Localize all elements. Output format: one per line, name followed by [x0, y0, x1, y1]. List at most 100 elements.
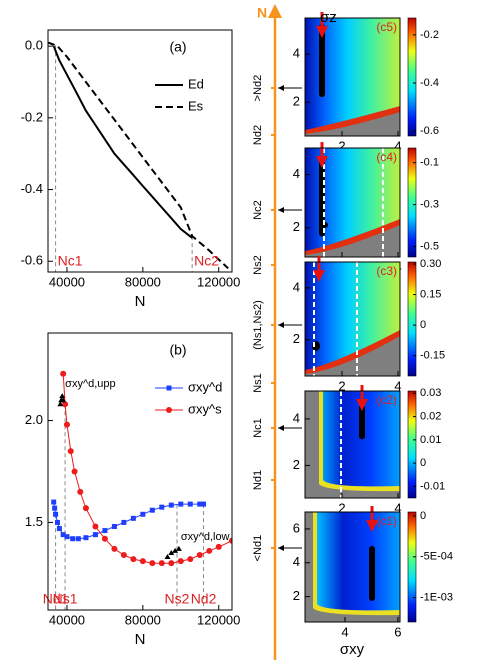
arrow-head [366, 520, 378, 532]
arrow-head [316, 26, 328, 38]
colorbar [407, 147, 417, 258]
y-tick-label: 4 [293, 554, 300, 569]
triangle-point [57, 401, 64, 407]
colorbar-label: 0.01 [420, 434, 441, 446]
panel-label: (c5) [376, 20, 397, 34]
field [305, 262, 400, 376]
n-axis-mark: >Nd2 [252, 75, 264, 102]
y-tick-label: 4 [293, 46, 300, 61]
field [305, 148, 400, 257]
y-tick-label: 4 [293, 166, 300, 181]
point [168, 560, 175, 567]
point [187, 501, 193, 507]
gray-region [305, 336, 400, 376]
colorbar-label: 0 [420, 510, 426, 522]
point [149, 560, 156, 567]
y-tick-label: 2 [293, 457, 300, 472]
colorbar-label: 0 [420, 457, 426, 469]
point [120, 552, 127, 559]
colorbar-label: -5E-04 [420, 551, 453, 563]
triangle-point [175, 545, 182, 551]
n-axis-mark: Nc1 [252, 418, 264, 438]
marker-label: Ns2 [165, 591, 190, 607]
series-line [62, 373, 232, 564]
point [77, 488, 84, 495]
panel-label: (b) [169, 342, 186, 358]
y-axis-label: σz [320, 9, 337, 26]
series-line [52, 45, 193, 239]
y-tick-label: 2 [293, 94, 300, 109]
pointer-head [278, 322, 284, 328]
colorbar-label: 0.02 [420, 410, 441, 422]
point [121, 519, 127, 525]
x-tick-label: 6 [394, 624, 401, 639]
legend-label: Es [188, 98, 204, 113]
n-axis-mark: <Nd1 [252, 535, 264, 562]
point [62, 401, 69, 408]
colorbar-label: -0.15 [420, 350, 445, 362]
triangle-point [168, 549, 175, 555]
point [139, 558, 146, 565]
arrow-head [316, 156, 328, 168]
point [158, 560, 165, 567]
black-bar [319, 24, 325, 98]
arrow-head [313, 270, 325, 282]
colorbar-label: -1E-03 [420, 591, 453, 603]
pointer-head [278, 207, 284, 213]
point [60, 370, 67, 377]
panel-label: (c3) [376, 264, 397, 278]
point [53, 511, 59, 517]
x-tick-label: 120000 [197, 274, 240, 289]
frame [304, 390, 401, 499]
point [75, 536, 81, 542]
black-bar [369, 546, 375, 601]
x-axis-label: σxy [340, 641, 365, 658]
y-tick-label: 2.0 [25, 412, 43, 427]
marker-label: Nc1 [58, 253, 83, 269]
point [197, 501, 203, 507]
n-axis-mark: Nd1 [252, 470, 264, 490]
x-tick-label: 4 [341, 624, 348, 639]
point [196, 552, 203, 559]
y-tick-label: -0.2 [21, 109, 43, 124]
y-tick-label: -0.4 [21, 181, 43, 196]
legend-marker [166, 407, 172, 413]
x-axis-label: N [135, 631, 146, 648]
point [168, 502, 174, 508]
colorbar-label: -0.6 [420, 125, 439, 137]
x-tick-label: 80000 [125, 612, 161, 627]
point [177, 558, 184, 565]
point [63, 421, 70, 428]
x-tick-label: 40000 [49, 274, 85, 289]
y-tick-label: -0.6 [21, 253, 43, 268]
frame [47, 332, 233, 611]
y-tick-label: 0.0 [25, 38, 43, 53]
x-tick-label: 4 [394, 138, 401, 153]
frame [304, 261, 401, 377]
legend-label: σxy^d [188, 379, 222, 394]
point [140, 511, 146, 517]
plot-area [48, 41, 229, 272]
colorbar [407, 261, 417, 377]
colorbar-label: -0.2 [420, 29, 439, 41]
n-axis-mark: Nd2 [252, 125, 264, 145]
y-tick-label: 2 [293, 219, 300, 234]
point [52, 505, 58, 511]
point [60, 532, 66, 538]
point [149, 507, 155, 513]
n-axis-mark: Nc2 [252, 200, 264, 220]
legend-label: Ed [188, 76, 204, 91]
gray-region [305, 391, 400, 498]
frame [304, 17, 401, 137]
colorbar-label: -0.3 [420, 199, 439, 211]
marker-label: Nd1 [43, 591, 69, 607]
frame [304, 511, 401, 623]
point [92, 532, 98, 538]
y-tick-label: 4 [293, 279, 300, 294]
point [159, 504, 165, 510]
point [130, 556, 137, 563]
colorbar [407, 511, 417, 623]
n-axis-label: N [257, 5, 267, 21]
x-tick-label: 2 [338, 500, 345, 515]
point [70, 536, 76, 542]
